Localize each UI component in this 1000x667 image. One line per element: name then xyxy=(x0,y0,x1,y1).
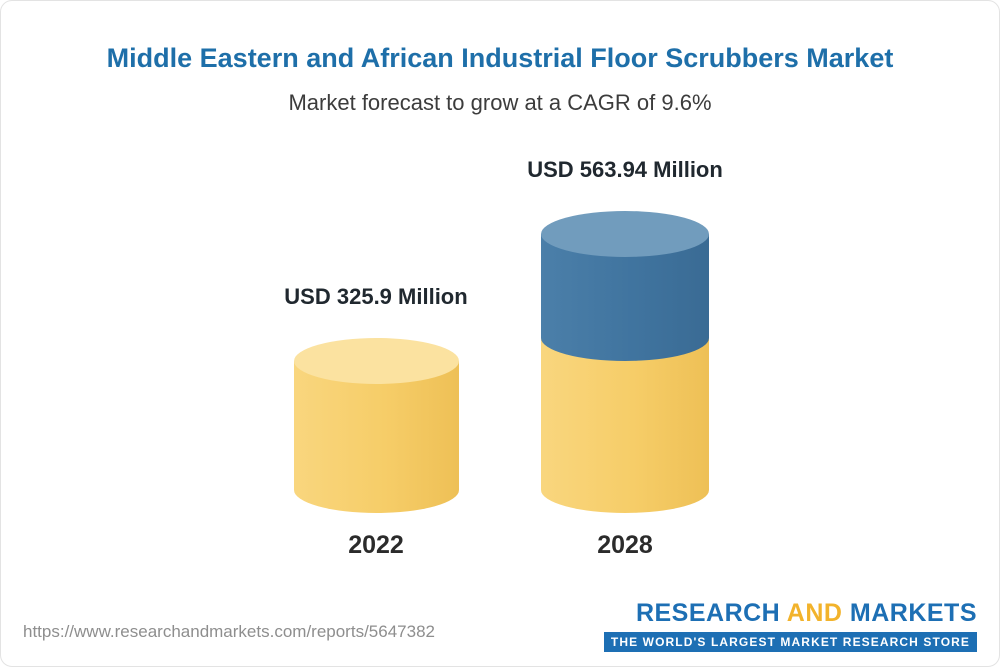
cylinder-2022-body xyxy=(294,361,459,513)
category-label-2022: 2022 xyxy=(348,531,404,559)
cylinder-2028-top-ellipse xyxy=(541,211,709,257)
page-title: Middle Eastern and African Industrial Fl… xyxy=(106,43,894,73)
logo-word-markets: MARKETS xyxy=(849,599,977,627)
value-label-2028: USD 563.94 Million xyxy=(527,157,723,182)
page-subtitle: Market forecast to grow at a CAGR of 9.6… xyxy=(288,90,712,115)
report-url[interactable]: https://www.researchandmarkets.com/repor… xyxy=(23,622,435,641)
value-label-2022: USD 325.9 Million xyxy=(284,284,468,309)
category-label-2028: 2028 xyxy=(597,531,653,559)
logo-wordmark: RESEARCH AND MARKETS xyxy=(636,599,977,628)
research-and-markets-logo: RESEARCH AND MARKETS THE WORLD'S LARGEST… xyxy=(603,599,977,652)
cylinder-2022-top-ellipse xyxy=(294,338,459,384)
logo-word-research: RESEARCH xyxy=(635,599,781,627)
logo-word-and: AND xyxy=(786,599,843,627)
logo-tagline: THE WORLD'S LARGEST MARKET RESEARCH STOR… xyxy=(603,632,977,652)
cylinder-2028-base-segment xyxy=(541,338,709,513)
